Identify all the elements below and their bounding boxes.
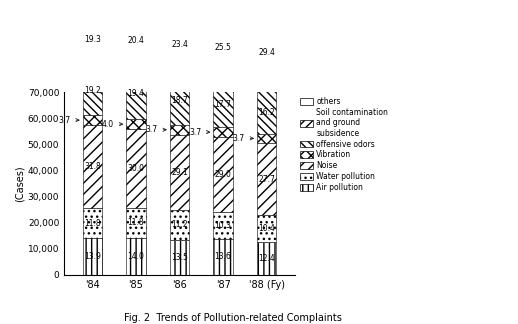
Legend: others, Soil contamination
and ground
subsidence, offensive odors, Vibration, No: others, Soil contamination and ground su…	[299, 96, 389, 193]
Bar	[257, 143, 277, 215]
Text: 3.7: 3.7	[59, 116, 79, 125]
Text: 13.9: 13.9	[84, 252, 101, 261]
Bar	[83, 208, 102, 238]
Text: 20.4: 20.4	[127, 36, 145, 45]
Bar	[83, 14, 102, 64]
Bar	[170, 75, 190, 76]
Text: 14.0: 14.0	[127, 252, 145, 261]
Bar	[257, 215, 277, 242]
Text: 27.7: 27.7	[258, 175, 275, 184]
Text: 19.4: 19.4	[127, 89, 145, 98]
Text: 13.5: 13.5	[171, 253, 188, 261]
Text: 3.7: 3.7	[146, 125, 166, 134]
Text: 31.8: 31.8	[84, 162, 101, 171]
Bar	[126, 14, 146, 67]
Bar	[126, 238, 146, 275]
Bar	[213, 239, 233, 275]
Text: 11.2: 11.2	[171, 220, 188, 229]
Bar	[126, 129, 146, 207]
Text: 29.1: 29.1	[171, 168, 188, 177]
Bar	[257, 91, 277, 133]
Bar	[126, 67, 146, 68]
Bar	[126, 119, 146, 129]
Bar	[213, 127, 233, 137]
Bar	[213, 14, 233, 81]
Text: 11.8: 11.8	[128, 218, 145, 227]
Text: 0.3: 0.3	[0, 323, 1, 324]
Bar	[213, 213, 233, 239]
Bar	[170, 125, 190, 134]
Bar	[170, 134, 190, 210]
Bar	[83, 64, 102, 65]
Bar	[170, 210, 190, 239]
Text: 23.4: 23.4	[171, 40, 188, 50]
Text: 18.7: 18.7	[171, 96, 188, 105]
Bar	[83, 238, 102, 275]
Bar	[170, 76, 190, 125]
Bar	[213, 81, 233, 127]
Bar	[83, 65, 102, 115]
Text: 16.2: 16.2	[258, 108, 275, 117]
Text: 0.3: 0.3	[0, 323, 1, 324]
Text: 29.0: 29.0	[214, 170, 232, 179]
Bar	[126, 68, 146, 119]
Text: 29.4: 29.4	[258, 48, 275, 57]
Text: 30.0: 30.0	[127, 164, 145, 173]
Y-axis label: (Cases): (Cases)	[15, 165, 25, 202]
Bar	[126, 207, 146, 238]
Text: 3.7: 3.7	[233, 134, 253, 143]
Bar	[83, 115, 102, 125]
Bar	[257, 14, 277, 91]
Text: 13.6: 13.6	[214, 252, 232, 261]
Text: 10.4: 10.4	[258, 224, 275, 233]
Bar	[213, 137, 233, 213]
Text: 11.8: 11.8	[84, 219, 101, 228]
Bar	[257, 133, 277, 143]
Text: 0.4: 0.4	[0, 323, 1, 324]
Bar	[170, 15, 190, 75]
Text: 25.5: 25.5	[214, 43, 232, 52]
Text: 19.3: 19.3	[84, 35, 101, 44]
Bar	[170, 239, 190, 275]
Text: 10.3: 10.3	[214, 221, 232, 230]
Text: 3.7: 3.7	[189, 128, 210, 137]
Bar	[257, 242, 277, 275]
Text: 0.2: 0.2	[0, 323, 1, 324]
Text: 17.7: 17.7	[214, 100, 232, 109]
Text: 4.0: 4.0	[102, 120, 123, 129]
Text: 0.4: 0.4	[0, 323, 1, 324]
Text: Fig. 2  Trends of Pollution-related Complaints: Fig. 2 Trends of Pollution-related Compl…	[124, 313, 342, 323]
Text: 19.2: 19.2	[84, 86, 101, 95]
Bar	[83, 125, 102, 208]
Text: 12.4: 12.4	[258, 254, 275, 263]
